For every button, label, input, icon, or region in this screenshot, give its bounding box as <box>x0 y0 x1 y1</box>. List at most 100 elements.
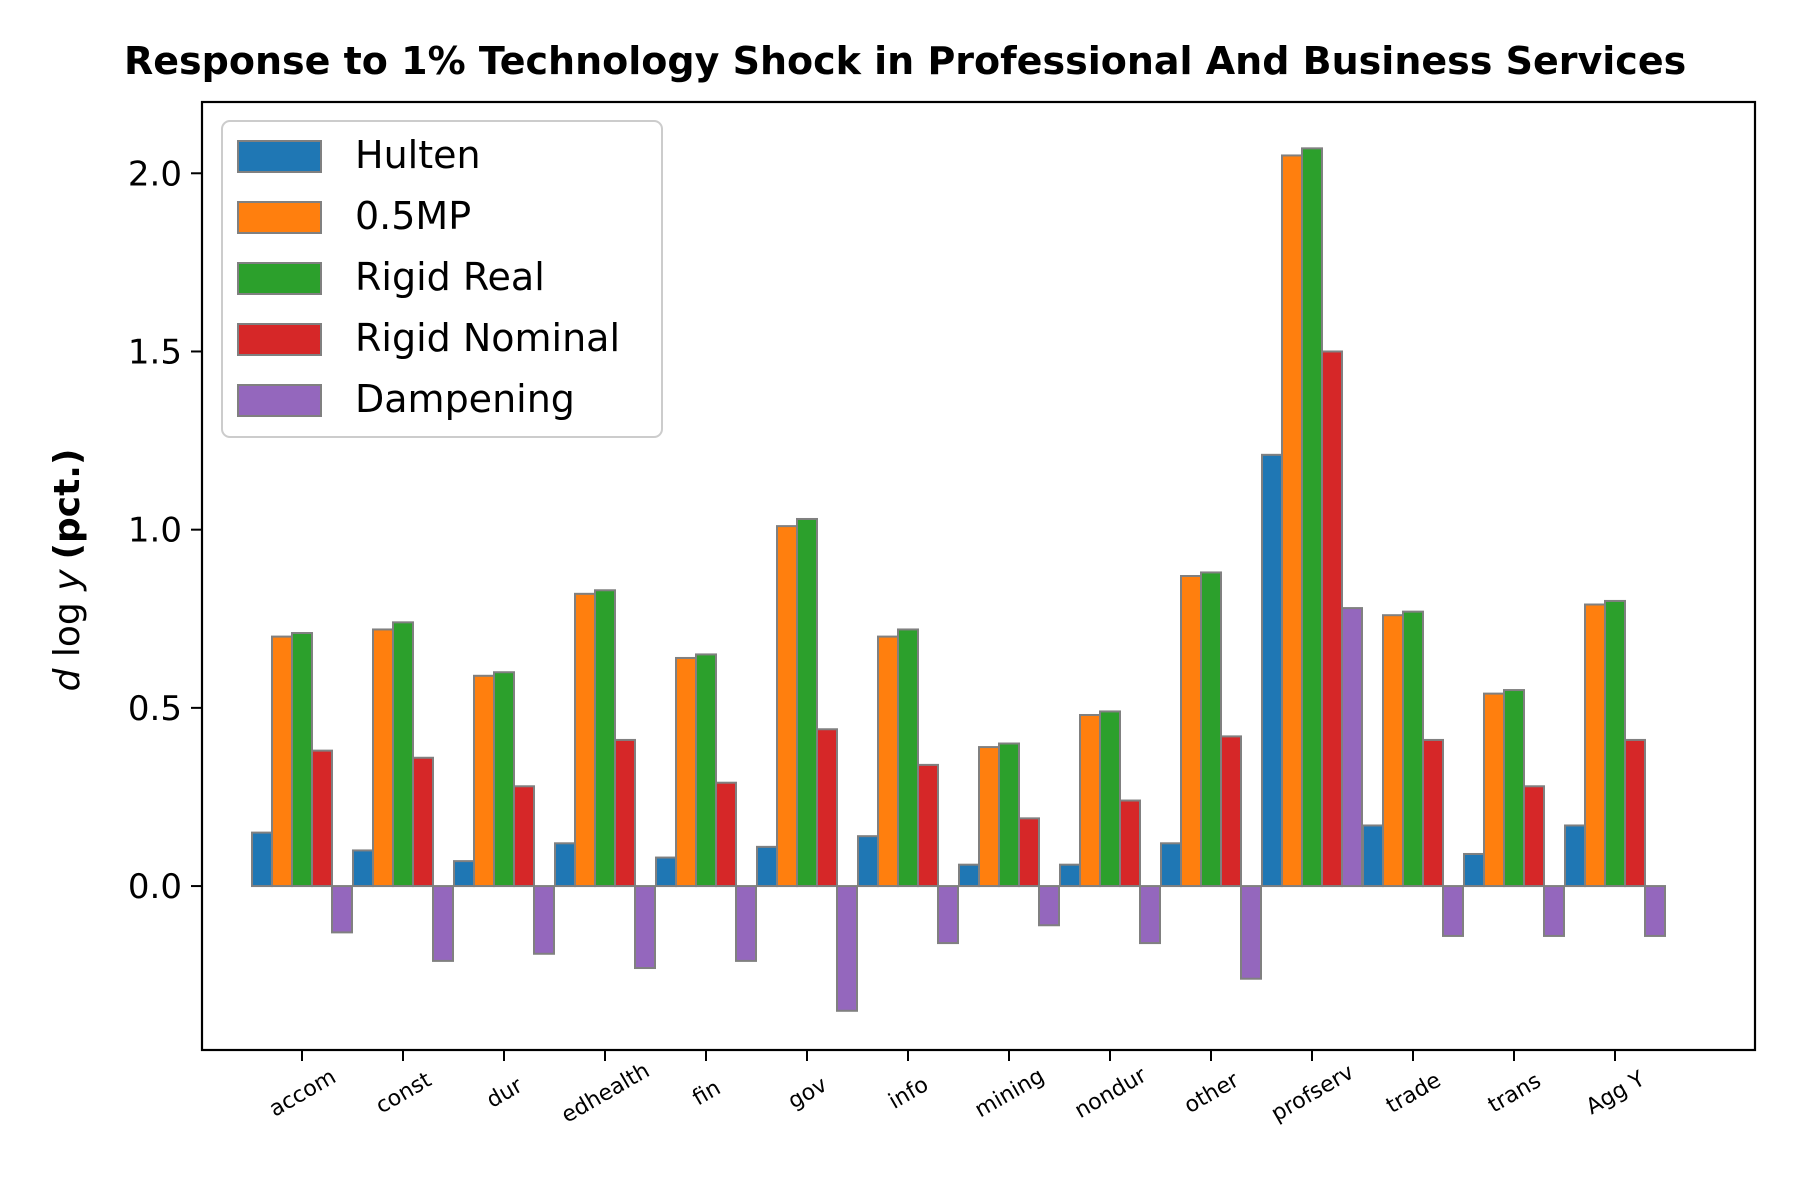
x-tick-label: other <box>1180 1067 1244 1118</box>
x-tick-label: fin <box>688 1076 725 1112</box>
bar-dampening-nondur <box>1139 885 1161 945</box>
y-axis-label-math-y: y <box>47 569 88 592</box>
legend-label-0-5mp: 0.5MP <box>355 194 471 238</box>
bar-0-5mp-info <box>877 635 899 888</box>
bar-rigid-real-trade <box>1402 610 1424 888</box>
bar-rigid-nominal-dur <box>513 785 535 888</box>
bar-hulten-dur <box>453 860 475 888</box>
bar-dampening-profserv <box>1341 607 1363 888</box>
x-tick-label: dur <box>482 1073 527 1114</box>
legend-label-hulten: Hulten <box>355 133 481 177</box>
bar-dampening-accom <box>331 885 353 934</box>
legend-swatch-dampening <box>237 384 322 417</box>
bar-rigid-nominal-fin <box>715 781 737 888</box>
bar-rigid-nominal-other <box>1220 735 1242 888</box>
legend-swatch-0-5mp <box>237 201 322 234</box>
x-tick-label: nondur <box>1071 1062 1152 1123</box>
y-tick-label: 0.0 <box>128 867 182 907</box>
x-tick-label: trans <box>1484 1068 1545 1118</box>
y-tick-label: 2.0 <box>128 154 182 194</box>
bar-rigid-nominal-profserv <box>1321 350 1343 888</box>
bar-0-5mp-const <box>372 628 394 888</box>
x-tick-label: accom <box>265 1064 340 1122</box>
bar-dampening-info <box>937 885 959 945</box>
bar-hulten-profserv <box>1261 453 1283 888</box>
bar-dampening-fin <box>735 885 757 962</box>
bar-0-5mp-trans <box>1483 692 1505 888</box>
bar-0-5mp-trade <box>1382 614 1404 888</box>
x-ticks-layer: accom const dur edhealth fin gov info mining non… <box>265 1050 1650 1128</box>
bar-dampening-const <box>432 885 454 962</box>
bar-hulten-other <box>1160 842 1182 888</box>
bar-rigid-real-fin <box>695 653 717 888</box>
bar-hulten-mining <box>958 863 980 888</box>
bar-hulten-accom <box>251 831 273 888</box>
bar-dampening-other <box>1240 885 1262 980</box>
bars-layer <box>251 147 1666 1012</box>
bar-hulten-edhealth <box>554 842 576 888</box>
bar-rigid-real-agg-y <box>1604 599 1626 888</box>
x-tick-label: gov <box>784 1072 832 1114</box>
bar-rigid-real-mining <box>998 742 1020 888</box>
legend-swatch-rigid-nominal <box>237 323 322 356</box>
x-tick-label: info <box>885 1072 933 1114</box>
legend-items: Hulten 0.5MP Rigid Real Rigid Nominal Dampen… <box>237 133 620 421</box>
bar-rigid-nominal-info <box>917 763 939 888</box>
bar-rigid-real-info <box>897 628 919 888</box>
y-tick-label: 0.5 <box>128 689 182 729</box>
bar-rigid-nominal-trade <box>1422 738 1444 888</box>
plot-frame <box>200 100 1757 1052</box>
legend: Hulten 0.5MP Rigid Real Rigid Nominal Dampen… <box>221 120 663 438</box>
bar-0-5mp-dur <box>473 674 495 888</box>
bar-hulten-fin <box>655 856 677 888</box>
legend-label-rigid-real: Rigid Real <box>355 255 545 299</box>
bar-hulten-agg-y <box>1564 824 1586 888</box>
chart-title: Response to 1% Technology Shock in Profe… <box>124 39 1686 83</box>
y-tick-label: 1.0 <box>128 511 182 551</box>
bar-rigid-real-nondur <box>1099 710 1121 888</box>
legend-label-rigid-nominal: Rigid Nominal <box>355 316 620 360</box>
x-tick-label: edhealth <box>557 1058 654 1128</box>
bar-0-5mp-gov <box>776 525 798 888</box>
x-tick-label: trade <box>1382 1068 1445 1119</box>
bar-rigid-nominal-agg-y <box>1624 738 1646 888</box>
y-ticks-layer: 0.0 0.5 1.0 1.5 2.0 <box>128 154 202 907</box>
bar-hulten-const <box>352 849 374 888</box>
y-axis-label-unit: (pct.) <box>47 449 88 560</box>
bar-dampening-edhealth <box>634 885 656 970</box>
bar-0-5mp-fin <box>675 656 697 888</box>
bar-dampening-dur <box>533 885 555 955</box>
x-tick-label: mining <box>971 1064 1049 1123</box>
bar-dampening-gov <box>836 885 858 1012</box>
y-tick-label: 1.5 <box>128 332 182 372</box>
bar-rigid-nominal-const <box>412 756 434 888</box>
bar-rigid-real-edhealth <box>594 589 616 888</box>
legend-swatch-rigid-real <box>237 262 322 295</box>
legend-swatch-hulten <box>237 140 322 173</box>
bar-0-5mp-profserv <box>1281 154 1303 888</box>
bar-0-5mp-mining <box>978 746 1000 888</box>
bar-rigid-nominal-trans <box>1523 785 1545 888</box>
bar-hulten-trade <box>1362 824 1384 888</box>
bar-rigid-nominal-mining <box>1018 817 1040 888</box>
bar-rigid-real-trans <box>1503 689 1525 888</box>
bar-0-5mp-edhealth <box>574 592 596 888</box>
bar-0-5mp-other <box>1180 575 1202 888</box>
bar-hulten-info <box>857 835 879 888</box>
bar-hulten-gov <box>756 845 778 888</box>
bar-rigid-real-accom <box>291 632 313 888</box>
x-tick-label: const <box>372 1067 436 1119</box>
bar-dampening-trade <box>1442 885 1464 937</box>
y-axis-label: d log y (pct.) <box>47 449 88 692</box>
bar-0-5mp-agg-y <box>1584 603 1606 888</box>
bar-hulten-trans <box>1463 852 1485 888</box>
bar-dampening-mining <box>1038 885 1060 927</box>
bar-rigid-nominal-edhealth <box>614 738 636 888</box>
bar-dampening-agg-y <box>1644 885 1666 937</box>
y-axis-label-math-log: log <box>47 591 88 669</box>
bar-rigid-nominal-gov <box>816 728 838 888</box>
bar-0-5mp-accom <box>271 635 293 888</box>
bar-rigid-real-other <box>1200 571 1222 888</box>
